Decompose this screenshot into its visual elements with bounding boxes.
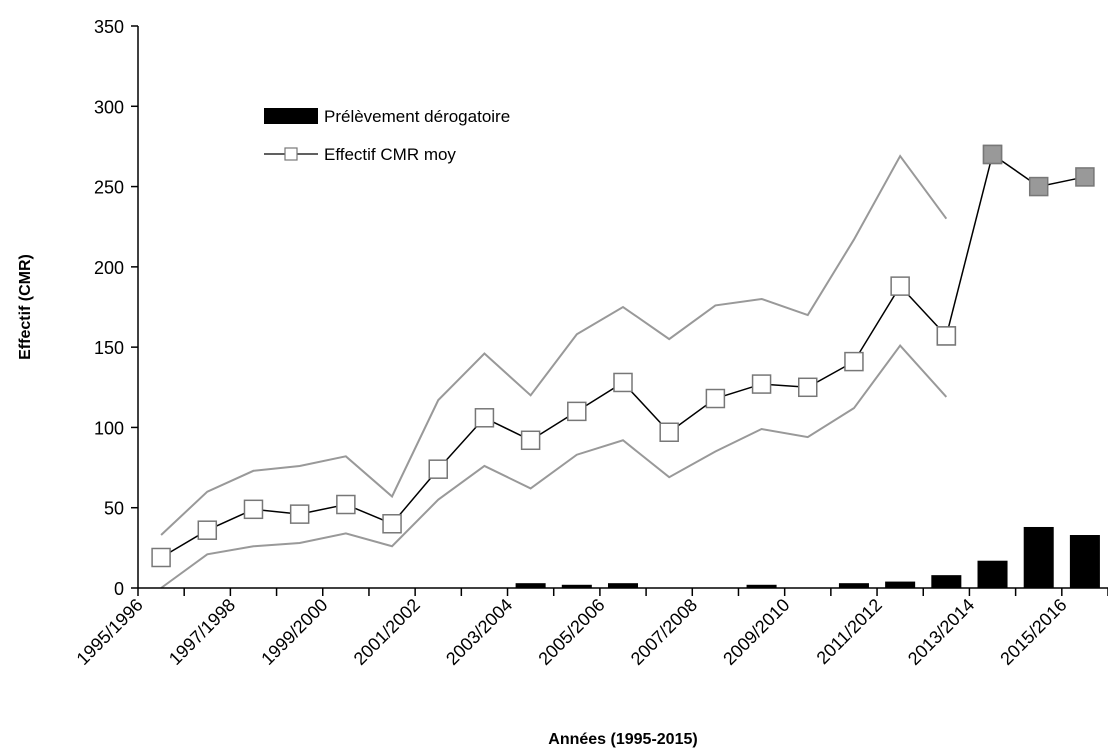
y-tick-label: 250	[94, 178, 124, 198]
x-tick-label: 1999/2000	[257, 595, 331, 669]
legend-label-line: Effectif CMR moy	[324, 145, 456, 164]
point-marker	[936, 326, 957, 346]
point-marker	[844, 351, 864, 372]
point-marker	[1075, 167, 1095, 187]
bar	[561, 584, 592, 588]
legend-marker-swatch	[284, 147, 298, 161]
x-tick-label: 2007/2008	[627, 595, 701, 669]
bound-line	[160, 154, 948, 536]
point-marker	[659, 422, 679, 442]
bar	[885, 581, 916, 588]
x-axis-title: Années (1995-2015)	[548, 731, 697, 748]
x-tick-label: 2003/2004	[442, 595, 516, 669]
bar	[1023, 526, 1054, 588]
point-marker	[982, 144, 1003, 165]
lines-layer	[151, 144, 1095, 568]
point-marker	[751, 374, 772, 394]
point-marker	[151, 547, 171, 568]
x-tick-label: 1997/1998	[165, 595, 239, 669]
y-tick-label: 200	[94, 258, 124, 278]
x-ticks: 1995/1996 1997/1998 1999/2000 2001/2002 2003…	[73, 588, 1108, 669]
legend-bar-swatch	[264, 108, 318, 124]
x-tick-label: 2001/2002	[350, 595, 424, 669]
y-tick-label: 150	[94, 338, 124, 358]
point-marker	[474, 408, 495, 428]
point-marker	[613, 372, 633, 393]
bar	[838, 583, 869, 588]
bar	[515, 583, 546, 588]
point-marker	[382, 514, 402, 534]
y-tick-label: 50	[104, 499, 124, 519]
bound-line	[160, 343, 948, 589]
series-connector	[945, 154, 994, 337]
bar	[607, 583, 639, 588]
point-marker	[289, 504, 310, 524]
x-tick-label: 2013/2014	[904, 595, 978, 669]
x-tick-label: 2015/2016	[996, 595, 1070, 669]
x-tick-label: 2005/2006	[534, 595, 608, 669]
axes-layer	[137, 26, 1108, 589]
point-marker	[1028, 176, 1049, 197]
y-ticks: 0 50 100 150 200 250 300 350	[94, 17, 138, 599]
point-marker	[705, 388, 726, 409]
point-marker	[520, 430, 541, 451]
x-tick-label: 1995/1996	[73, 595, 147, 669]
y-tick-label: 0	[114, 579, 124, 599]
bar	[746, 584, 777, 588]
series-line	[160, 284, 947, 559]
y-tick-label: 300	[94, 97, 124, 117]
point-marker	[197, 520, 218, 540]
point-marker	[798, 377, 818, 398]
bar	[1069, 535, 1100, 588]
x-tick-label: 2011/2012	[813, 595, 886, 668]
y-tick-label: 100	[94, 418, 124, 438]
point-marker	[567, 401, 587, 422]
bar	[931, 575, 962, 588]
bar	[977, 560, 1008, 588]
point-marker	[428, 459, 448, 479]
legend-label-bar: Prélèvement dérogatoire	[324, 107, 510, 126]
bars-layer	[515, 526, 1100, 588]
bounds-layer	[160, 154, 948, 589]
y-tick-label: 350	[94, 17, 124, 37]
point-marker	[336, 494, 356, 515]
legend: Prélèvement dérogatoire Effectif CMR moy	[264, 107, 510, 164]
x-tick-label: 2009/2010	[719, 595, 793, 669]
point-marker	[890, 276, 910, 296]
point-marker	[243, 499, 264, 520]
y-axis-title: Effectif (CMR)	[17, 254, 34, 360]
